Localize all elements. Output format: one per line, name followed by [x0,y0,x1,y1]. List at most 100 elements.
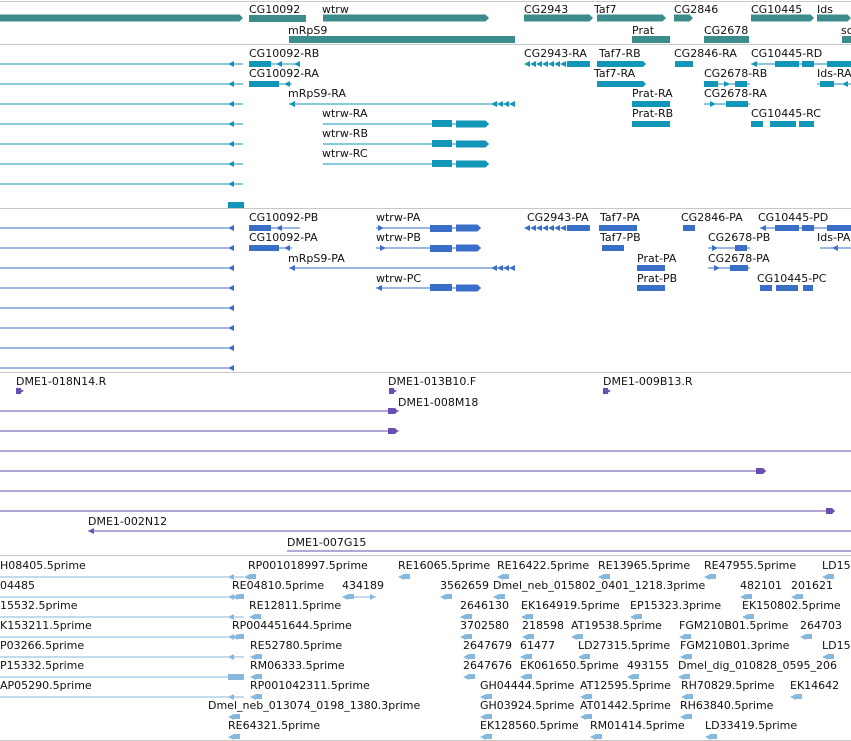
protein-label-cg10092-pb: CG10092-PB [249,211,318,224]
clone-label-018n14: DME1-018N14.R [16,375,107,388]
est-label: AT19538.5prime [571,619,662,632]
est-label: 61477 [520,639,555,652]
est-block [596,734,602,739]
feature-arrow-right [380,245,386,251]
protein-track: CG10092-PB wtrw-PA CG2943-PA Taf7-PA CG2846-… [0,211,851,371]
feature-block [603,388,608,394]
gene-feature [704,36,749,43]
est-label: GH03924.5prime [480,699,575,712]
est-label: 2647679 [463,639,512,652]
est-label: 2647676 [463,659,512,672]
est-label: GH04444.5prime [480,679,575,692]
feature-block [597,81,646,87]
est-arrow [742,614,748,620]
est-block [527,614,533,619]
est-arrow [463,674,469,680]
est-arrow [228,574,234,580]
feature-block [802,225,814,231]
gene-label-cg2678: CG2678 [704,24,748,37]
feature-arrow-left [228,285,234,291]
gene-feature [289,36,515,43]
transcript-label-cg10092-rb: CG10092-RB [249,47,319,60]
est-label: EK14642 [790,679,839,692]
est-label: RE13965.5prime [598,559,690,572]
est-label: Dmel_neb_015802_0401_1218.3prime [493,579,705,592]
est-block [528,634,534,639]
gene-label-cg10445: CG10445 [751,3,802,16]
est-block [499,594,505,599]
est-label: H08405.5prime [0,559,86,572]
feature-chevron [497,101,503,107]
feature-block [456,160,489,168]
feature-block [827,225,851,231]
feature-arrow-left [228,61,234,67]
feature-block [567,61,589,67]
feature-block [637,265,665,271]
feature-block [597,61,646,67]
protein-label-taf7-pa: Taf7-PA [599,211,640,224]
est-arrow [228,614,234,620]
feature-chevron [497,265,503,271]
protein-label-cg2678-pb: CG2678-PB [708,231,770,244]
est-block [586,714,592,719]
gene-feature [751,14,814,22]
feature-arrow-right [712,245,718,251]
est-block [256,654,262,659]
est-block [746,594,752,599]
est-arrow [228,714,234,720]
protein-label-taf7-pb: Taf7-PB [599,231,641,244]
feature-arrow-left [294,61,300,67]
gene-label-taf7: Taf7 [593,3,617,16]
feature-chevron [542,225,548,231]
gene-feature [842,36,851,43]
protein-label-prat-pa: Prat-PA [637,252,677,265]
est-label: RH70829.5prime [681,679,775,692]
feature-chevron [554,61,560,67]
est-arrow [680,654,686,660]
feature-arrow-left [228,181,234,187]
protein-label-cg10092-pa: CG10092-PA [249,231,318,244]
est-label: FGM210B01.3prime [680,639,790,652]
est-block [686,654,692,659]
est-label: 218598 [522,619,564,632]
est-arrow [822,574,828,580]
feature-chevron [503,265,509,271]
feature-arrow-left [228,305,234,311]
est-block [796,694,802,699]
est-label: AP05290.5prime [0,679,92,692]
transcript-label-mrps9-ra: mRpS9-RA [288,87,346,100]
est-arrow [244,574,250,580]
feature-block [799,121,814,127]
est-block [584,654,590,659]
est-arrow [740,594,746,600]
feature-block [430,284,452,291]
feature-chevron [536,225,542,231]
feature-chevron [524,225,530,231]
est-block [469,674,475,679]
protein-label-cg2943-pa: CG2943-PA [527,211,589,224]
gene-label-cg10092: CG10092 [249,3,300,16]
est-block [526,654,532,659]
est-block [577,634,583,639]
est-label: LD33419.5prime [705,719,797,732]
gene-feature [632,36,670,43]
feature-arrow-left [228,225,234,231]
feature-arrow-left [88,528,94,534]
est-label: RM01414.5prime [590,719,685,732]
feature-block [826,508,835,514]
clone-label-009b13: DME1-009B13.R [603,375,693,388]
feature-block [389,388,394,394]
feature-block [249,81,279,87]
est-arrow [520,654,526,660]
feature-block [228,202,244,208]
feature-block [770,121,796,127]
feature-block [432,140,452,147]
feature-chevron [509,265,515,271]
feature-block [827,61,851,67]
feature-arrow-left [228,81,234,87]
feature-chevron [524,61,530,67]
est-block [586,694,592,699]
feature-block [760,285,772,291]
est-label: 3702580 [460,619,509,632]
est-arrow [520,674,526,680]
